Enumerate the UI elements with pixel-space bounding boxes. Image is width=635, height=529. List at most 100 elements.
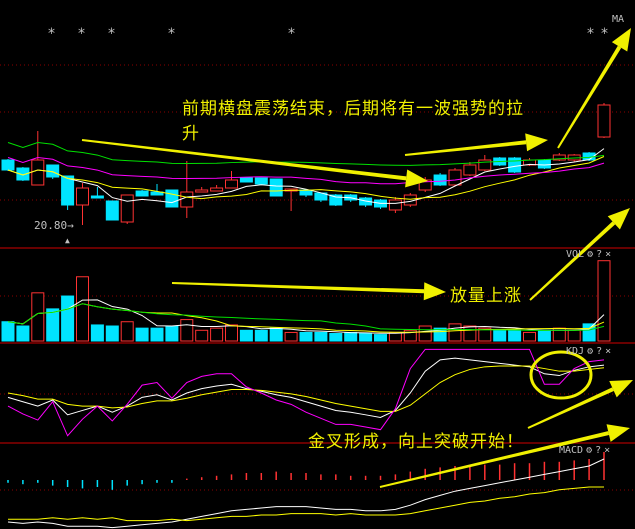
help-icon[interactable]: ? — [596, 346, 603, 357]
volume-bar — [567, 329, 581, 342]
volume-bar — [359, 333, 373, 342]
macd-dea-line — [8, 486, 604, 522]
volume-bar — [403, 329, 417, 342]
star-marker: * — [601, 26, 608, 42]
star-marker: * — [288, 26, 295, 42]
volume-bar — [254, 329, 268, 342]
volume-bar — [16, 325, 30, 342]
ma60-line — [7, 141, 605, 166]
annotation-arrowhead — [607, 208, 630, 230]
vol-panel-label: VOL — [566, 249, 585, 260]
star-marker: * — [168, 26, 175, 42]
annotation-arrowhead — [606, 424, 630, 442]
volume-bar — [225, 324, 238, 342]
candle-up — [195, 189, 209, 193]
annotation-volume-rise: 放量上涨 — [450, 286, 522, 306]
annotation-arrowhead — [525, 133, 548, 152]
low-marker-icon: ▲ — [65, 236, 70, 245]
volume-bar — [299, 331, 313, 342]
macd-dif-line — [7, 458, 605, 529]
volume-ma-line — [7, 303, 605, 331]
kdj-panel-label: KDJ — [566, 346, 585, 357]
candle-down — [1, 159, 15, 171]
volume-bar — [374, 334, 387, 342]
candle-up — [388, 199, 402, 211]
annotation-consolidation-end: 前期横盘震荡结束，后期将有一波强势的拉 — [182, 99, 524, 119]
gear-icon[interactable]: ⚙ — [587, 346, 594, 357]
volume-bar — [418, 325, 432, 342]
candle-up — [180, 191, 194, 208]
volume-bar — [120, 321, 134, 342]
ma-panel-label: MA — [612, 14, 625, 25]
candle-down — [165, 189, 179, 208]
candle-down — [135, 190, 149, 197]
kdj-k-line — [7, 357, 605, 418]
candle-down — [537, 159, 551, 169]
volume-bar — [463, 325, 477, 342]
help-icon[interactable]: ? — [596, 249, 603, 260]
volume-bar — [210, 327, 224, 342]
close-icon[interactable]: × — [604, 445, 611, 456]
close-icon[interactable]: × — [605, 249, 612, 260]
volume-bar — [135, 327, 149, 342]
help-icon[interactable]: ? — [595, 445, 602, 456]
candle-down — [508, 157, 522, 173]
volume-bar — [195, 329, 209, 342]
candle-up — [463, 164, 477, 176]
volume-bar — [508, 329, 522, 342]
ma20-line — [7, 156, 605, 185]
candle-up — [120, 194, 134, 223]
volume-bar — [448, 323, 462, 342]
volume-bar — [478, 327, 492, 342]
annotation-arrow-shaft — [404, 140, 527, 156]
volume-bar — [31, 292, 45, 342]
candle-up — [552, 154, 566, 161]
candle-down — [254, 177, 268, 185]
candle-down — [433, 174, 447, 186]
gear-icon[interactable]: ⚙ — [586, 445, 593, 456]
annotation-arrow-shaft — [379, 431, 610, 488]
kdj-j-line — [7, 348, 605, 437]
candle-up — [448, 169, 462, 186]
candle-up — [478, 159, 492, 171]
kdj-panel-header: KDJ ⚙? × — [563, 346, 611, 357]
low-price-label: 20.80→ — [34, 219, 74, 232]
macd-panel-header: MACD ⚙? × — [556, 445, 610, 456]
volume-bar — [1, 321, 15, 342]
volume-bar — [597, 260, 611, 342]
close-icon[interactable]: × — [605, 346, 612, 357]
macd-panel-label: MACD — [559, 445, 584, 456]
candle-up — [225, 179, 238, 189]
star-marker: * — [108, 26, 115, 42]
annotation-arrow-shaft — [81, 139, 407, 181]
kdj-d-line — [7, 365, 605, 412]
volume-bar — [46, 308, 60, 342]
volume-bar — [329, 333, 343, 342]
candle-down — [16, 167, 30, 181]
star-marker: * — [78, 26, 85, 42]
candle-down — [90, 195, 104, 199]
golden-cross-highlight-circle — [529, 350, 593, 400]
candle-down — [329, 194, 343, 206]
volume-bar — [239, 329, 253, 342]
annotation-arrow-shaft — [529, 221, 616, 301]
volume-ma-line — [7, 299, 605, 334]
volume-bar — [493, 329, 507, 342]
annotation-arrow-shaft — [557, 45, 622, 149]
candle-down — [61, 175, 75, 206]
volume-bar — [61, 295, 75, 342]
ma5-line — [7, 148, 605, 204]
annotation-arrowhead — [609, 380, 633, 398]
candle-up — [76, 187, 89, 206]
candle-down — [239, 177, 253, 183]
volume-bar — [523, 331, 536, 342]
annotation-golden-cross: 金叉形成，向上突破开始！ — [308, 432, 524, 452]
star-marker: * — [48, 26, 55, 42]
vol-panel-header: VOL ⚙? × — [563, 249, 611, 260]
annotation-arrowhead — [611, 28, 631, 52]
volume-bar — [105, 325, 119, 342]
gear-icon[interactable]: ⚙ — [587, 249, 594, 260]
candle-up — [31, 159, 45, 186]
candle-down — [269, 178, 283, 197]
